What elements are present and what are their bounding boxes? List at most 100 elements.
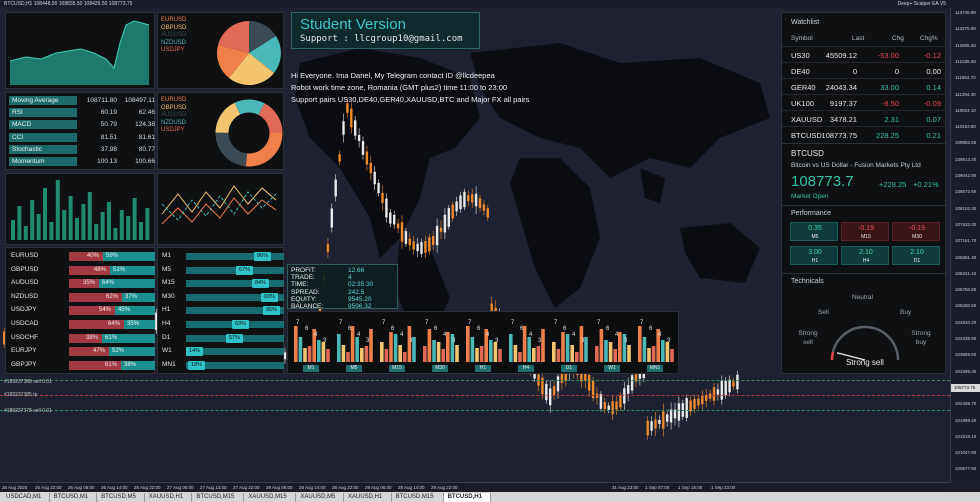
chart-tab[interactable]: XAUUSD,M5 (296, 493, 344, 502)
chart-tab[interactable]: BTCUSD,M1 (50, 493, 98, 502)
candle-body (705, 395, 708, 401)
mini-bar (81, 204, 86, 240)
watchlist-row[interactable]: BTCUSD 108773.75 228.25 0.21 (782, 126, 947, 142)
tf-bar-number: 3 (538, 338, 542, 344)
chart-tab[interactable]: BTCUSD,M5 (97, 493, 145, 502)
watchlist-last: 3478.21 (829, 115, 857, 124)
timeframe-row: M1 86% (162, 251, 286, 262)
candle-body (326, 244, 330, 252)
tf-bar (595, 346, 599, 362)
technicals-gauge (830, 325, 900, 361)
chart-tab[interactable]: BTCUSD,M15 (392, 493, 444, 502)
sell-fill (69, 360, 121, 370)
performance-cell: 2.10 D1 (892, 246, 940, 265)
order-label: #189237388 sell 0.01 (4, 379, 52, 385)
candle-body (474, 193, 478, 207)
area-chart-panel (5, 12, 155, 89)
pair-name: USDJPY (11, 306, 37, 314)
tf-bar (450, 334, 455, 362)
tf-bar (647, 348, 651, 362)
timeframe-row: H1 95% (162, 305, 286, 316)
student-version-title: Student Version (300, 16, 406, 33)
candle-body (627, 385, 630, 394)
strength-pct: 84% (252, 279, 270, 289)
watchlist-row[interactable]: US30 45509.12 -53.00 -0.12 (782, 46, 947, 62)
candle-body (584, 372, 587, 381)
tf-bar (570, 345, 574, 362)
sell-fill (69, 292, 122, 302)
chart-tab[interactable]: XAUUSD,M15 (244, 493, 297, 502)
chart-tab[interactable]: XAUUSD,H1 (145, 493, 193, 502)
strength-track: 57% (186, 333, 284, 343)
mini-bar (75, 218, 79, 240)
tf-bar-number: 7 (597, 320, 601, 326)
info-line: Support pairs US30,DE40,GER40,XAUUSD,BTC… (291, 95, 530, 104)
tf-bar-number: 4 (314, 332, 318, 338)
indicator-row: RSI 60.19 62.46 (9, 108, 155, 118)
chart-title-bar: BTCUSD,H1 108448.00 108835.50 108429.50 … (0, 0, 980, 9)
candle-body (478, 198, 482, 208)
tf-bar (346, 352, 350, 362)
price-axis[interactable]: 113745.90 113275.60 112805.30 112335.00 1118… (950, 8, 980, 482)
stat-row: TIME: 02:35:30 (291, 280, 396, 289)
stat-key: TRADE: (291, 274, 315, 282)
tf-bar (670, 349, 674, 362)
tf-bar (608, 342, 613, 362)
pair-row: AUDUSD 35% 64% (9, 278, 155, 289)
col-header-symbol: Symbol (791, 35, 813, 42)
tf-bar (484, 329, 488, 362)
indicator-row: Momentum 100.13 100.66 (9, 157, 155, 167)
tf-bar (575, 352, 579, 362)
indicator-value: 100.13 (97, 158, 117, 165)
watchlist-row[interactable]: GER40 24043.34 33.00 0.14 (782, 78, 947, 94)
strength-pct: 93% (261, 292, 279, 302)
tf-bar (427, 329, 432, 362)
strength-pct: 14% (186, 347, 204, 357)
pair-row: NZDUSD 62% 37% (9, 292, 155, 303)
gauge-sell-label: Sell (818, 309, 829, 316)
mini-bar (36, 214, 41, 240)
detail-price: 108773.7 (791, 173, 854, 190)
chart-tab[interactable]: USDCAD,M1 (2, 493, 50, 502)
performance-value: -0.19 (858, 225, 874, 232)
tf-bar-number: 3 (409, 338, 413, 344)
sentiment-bar: 40% 59% (69, 252, 155, 261)
watchlist-row[interactable]: DE40 0 0 0.00 (782, 62, 947, 78)
watchlist-row[interactable]: UK100 9197.37 -8.50 -0.09 (782, 94, 947, 110)
tf-bar (393, 334, 398, 362)
candle-body (603, 402, 606, 409)
chart-tab[interactable]: BTCUSD,H1 (443, 493, 492, 502)
tf-bar (556, 349, 561, 362)
price-tick-label: 111394.40 (955, 91, 976, 97)
mini-bar (119, 210, 124, 240)
gauge-neutral-label: Neutral (852, 294, 873, 301)
tf-bar-number: 6 (606, 326, 610, 332)
candle-body (346, 103, 349, 113)
candle-body (350, 108, 353, 128)
performance-value: 3.00 (808, 249, 822, 256)
legend-item: NZDUSD (161, 39, 186, 46)
pair-name: GBPUSD (11, 265, 39, 273)
performance-cell: -0.19 M15 (841, 222, 889, 241)
mini-bar (132, 198, 137, 240)
candle-body (365, 151, 369, 165)
sell-pct: 47% (93, 348, 106, 355)
mini-bar (30, 200, 35, 240)
chart-tab[interactable]: BTCUSD,M15 (192, 493, 245, 502)
candle-body (463, 191, 466, 208)
time-tick-label: 26 Aug 06:00 (68, 485, 95, 490)
col-header-last: Last (852, 35, 865, 42)
indicator-value: 81.51 (100, 133, 117, 141)
strength-track: 84% (186, 279, 284, 289)
current-price-label: 108773.75 (951, 384, 980, 392)
candle-body (404, 231, 408, 244)
candle-body (673, 409, 677, 419)
indicator-value: 108497.11 (124, 97, 155, 104)
price-tick-label: 110924.10 (955, 107, 976, 113)
watchlist-row[interactable]: XAUUSD 3478.21 2.31 0.07 (782, 110, 947, 126)
chart-tab[interactable]: XAUUSD,H1 (344, 493, 392, 502)
watchlist-last: 9197.37 (829, 99, 857, 108)
indicator-value: 37.98 (100, 145, 117, 153)
strength-track: 86% (186, 252, 284, 261)
candle-body (615, 401, 618, 410)
